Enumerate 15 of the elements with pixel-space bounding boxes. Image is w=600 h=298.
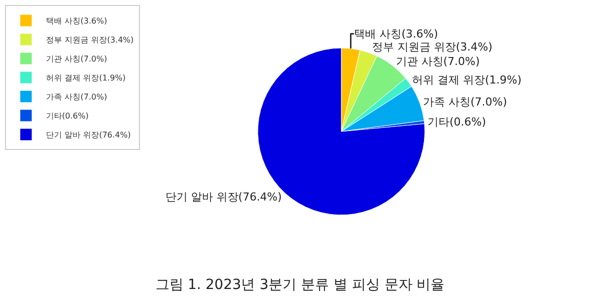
legend-label: 기타(0.6%) <box>46 112 89 121</box>
slice-label: 기관 사칭(7.0%) <box>396 55 480 68</box>
legend-label: 단기 알바 위장(76.4%) <box>46 130 131 140</box>
legend-label: 정부 지원금 위장(3.4%) <box>46 36 134 45</box>
slice-label: 가족 사칭(7.0%) <box>422 96 507 109</box>
slice-label: 택배 사칭(3.6%) <box>354 27 438 40</box>
legend-label: 허위 결제 위장(1.9%) <box>46 74 126 83</box>
slice-label: 정부 지원금 위장(3.4%) <box>372 40 492 54</box>
slice-label: 허위 결제 위장(1.9%) <box>412 74 522 87</box>
legend-label: 기관 사칭(7.0%) <box>46 54 108 64</box>
legend-label: 가족 사칭(7.0%) <box>46 92 108 102</box>
slice-label: 기타(0.6%) <box>428 116 486 129</box>
slice-label: 단기 알바 위장(76.4%) <box>165 190 282 204</box>
legend-label: 택배 사칭(3.6%) <box>46 16 108 26</box>
text: 그림 1. 2023년 3분기 분류 별 피싱 문자 비율 <box>155 277 445 294</box>
